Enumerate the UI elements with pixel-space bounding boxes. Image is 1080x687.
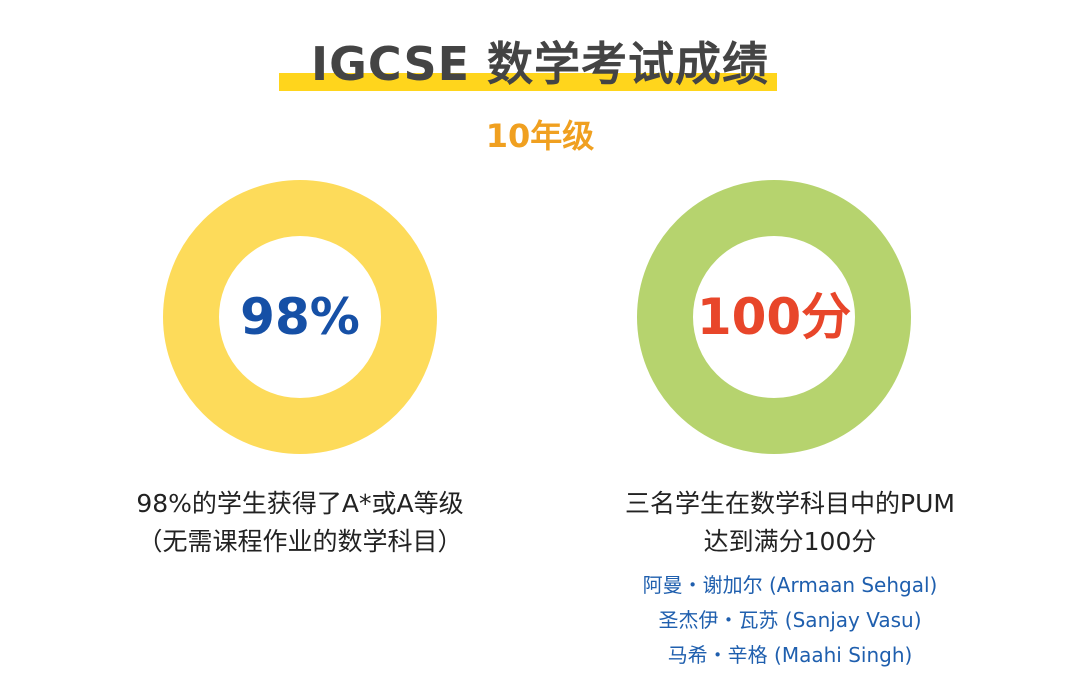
grade-percentage-caption: 98%的学生获得了A*或A等级 （无需课程作业的数学科目） [80,485,520,561]
donut-ring-full-score: 100分 [637,180,911,454]
page-title: IGCSE 数学考试成绩 [310,37,770,91]
full-score-caption: 三名学生在数学科目中的PUM 达到满分100分 [560,485,1020,561]
student-name: 阿曼・谢加尔 (Armaan Sehgal) [642,573,938,597]
title-section: IGCSE 数学考试成绩 [0,30,1080,100]
student-name-list: 阿曼・谢加尔 (Armaan Sehgal) 圣杰伊・瓦苏 (Sanjay Va… [560,568,1020,673]
caption-line: 三名学生在数学科目中的PUM [625,489,955,518]
caption-line: 98%的学生获得了A*或A等级 [136,489,464,518]
donut-ring-grade-percentage: 98% [163,180,437,454]
grade-subtitle: 10年级 [485,117,595,155]
caption-line: 达到满分100分 [703,527,877,556]
full-score-value: 100分 [696,288,852,346]
grade-percentage-value: 98% [240,288,360,346]
caption-line: （无需课程作业的数学科目） [137,527,463,556]
student-name: 马希・辛格 (Maahi Singh) [667,643,913,667]
title-highlight-bar [279,73,777,91]
student-name: 圣杰伊・瓦苏 (Sanjay Vasu) [658,608,922,632]
